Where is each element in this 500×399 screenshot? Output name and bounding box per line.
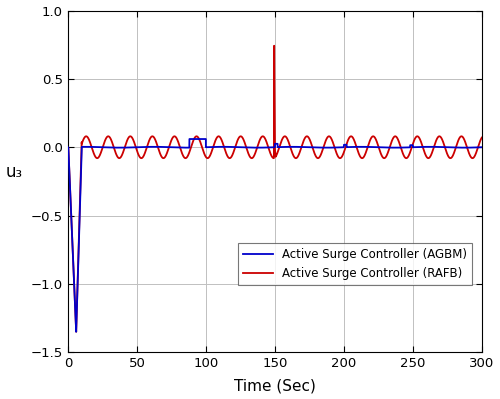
Active Surge Controller (AGBM)	[110, 145, 116, 150]
Active Surge Controller (RAFB)	[65, 145, 71, 150]
Active Surge Controller (AGBM)	[186, 136, 192, 141]
Active Surge Controller (AGBM)	[164, 145, 170, 150]
Active Surge Controller (RAFB)	[424, 155, 430, 160]
Active Surge Controller (AGBM)	[78, 165, 84, 170]
Active Surge Controller (RAFB)	[78, 160, 84, 165]
Active Surge Controller (RAFB)	[271, 43, 277, 48]
Active Surge Controller (RAFB)	[110, 142, 116, 147]
Active Surge Controller (AGBM)	[73, 329, 79, 334]
Active Surge Controller (AGBM)	[424, 144, 430, 149]
Active Surge Controller (RAFB)	[164, 150, 170, 154]
X-axis label: Time (Sec): Time (Sec)	[234, 378, 316, 393]
Legend: Active Surge Controller (AGBM), Active Surge Controller (RAFB): Active Surge Controller (AGBM), Active S…	[238, 243, 472, 285]
Active Surge Controller (RAFB)	[73, 329, 79, 334]
Active Surge Controller (RAFB)	[479, 135, 485, 140]
Active Surge Controller (AGBM)	[284, 144, 290, 149]
Active Surge Controller (RAFB)	[156, 147, 162, 152]
Active Surge Controller (AGBM)	[479, 145, 485, 150]
Line: Active Surge Controller (AGBM): Active Surge Controller (AGBM)	[68, 139, 482, 332]
Y-axis label: u₃: u₃	[6, 164, 22, 182]
Line: Active Surge Controller (RAFB): Active Surge Controller (RAFB)	[68, 46, 482, 332]
Active Surge Controller (RAFB)	[284, 136, 290, 140]
Active Surge Controller (AGBM)	[156, 144, 162, 149]
Active Surge Controller (AGBM)	[65, 145, 71, 150]
